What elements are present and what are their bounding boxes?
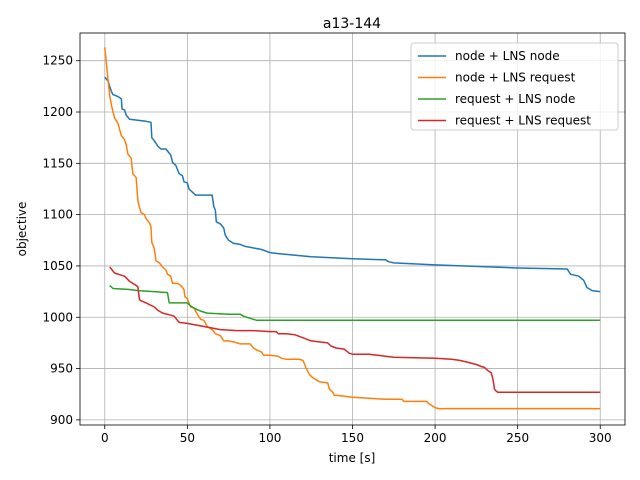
x-tick-label: 300	[589, 431, 612, 445]
y-axis-label: objective	[15, 202, 29, 257]
x-tick-label: 0	[101, 431, 109, 445]
y-tick-label: 1100	[42, 208, 73, 222]
legend-label-2: node + LNS request	[455, 71, 576, 85]
series-line-4	[109, 266, 601, 393]
x-tick-label: 150	[341, 431, 364, 445]
x-tick-label: 50	[180, 431, 195, 445]
y-tick-label: 950	[50, 362, 73, 376]
series-line-3	[109, 284, 601, 322]
x-axis-ticks: 0 50 100 150 200 250 300	[101, 425, 612, 445]
y-axis-ticks: 900 950 1000 1050 1100 1150 1200 1250	[42, 54, 80, 427]
y-tick-label: 900	[50, 413, 73, 427]
legend-label-3: request + LNS node	[455, 92, 575, 106]
legend-box	[410, 42, 619, 131]
series-lines	[104, 47, 601, 410]
x-tick-label: 250	[506, 431, 529, 445]
x-axis-label: time [s]	[329, 451, 376, 465]
legend-label-4: request + LNS request	[455, 114, 591, 128]
chart-title: a13-144	[323, 16, 381, 32]
legend-label-1: node + LNS node	[455, 49, 560, 63]
y-tick-label: 1250	[42, 54, 73, 68]
series-line-1	[104, 76, 601, 293]
x-tick-label: 100	[258, 431, 281, 445]
y-tick-label: 1150	[42, 156, 73, 170]
grid-lines	[80, 33, 625, 425]
legend: node + LNS node node + LNS request request…	[410, 42, 619, 131]
x-tick-label: 200	[424, 431, 447, 445]
y-tick-label: 1000	[42, 310, 73, 324]
y-tick-label: 1200	[42, 105, 73, 119]
y-tick-label: 1050	[42, 259, 73, 273]
